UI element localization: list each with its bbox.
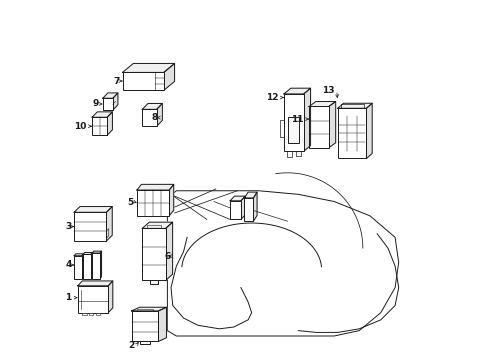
Bar [244,198,253,221]
Bar [149,280,158,284]
Bar [288,117,299,143]
Text: 12: 12 [265,93,278,102]
Bar [337,108,366,158]
Bar [142,228,165,280]
Polygon shape [158,307,166,341]
Polygon shape [74,207,112,212]
Polygon shape [303,88,310,151]
Polygon shape [163,63,174,90]
Bar [131,311,158,341]
Bar [89,313,93,315]
Bar [78,286,108,313]
Polygon shape [78,281,113,286]
Polygon shape [100,251,102,279]
Polygon shape [366,103,371,158]
Bar [230,201,241,220]
Bar [284,94,303,151]
Bar [74,212,106,241]
Polygon shape [81,254,83,279]
Bar [74,256,81,279]
Bar [96,313,100,315]
Polygon shape [241,196,244,220]
Text: 8: 8 [151,113,158,122]
Polygon shape [137,184,173,190]
Bar [142,109,156,126]
Text: 4: 4 [65,261,72,270]
Polygon shape [244,192,257,198]
Polygon shape [108,281,113,313]
Text: 7: 7 [113,77,120,86]
Text: 9: 9 [93,99,99,108]
Polygon shape [156,103,162,126]
Bar [102,98,113,110]
Polygon shape [328,102,335,148]
Polygon shape [169,184,173,216]
Polygon shape [113,93,118,110]
Polygon shape [106,207,112,241]
Bar [92,117,107,135]
Text: 1: 1 [65,293,72,302]
Polygon shape [308,102,335,107]
Bar [83,255,91,279]
Polygon shape [253,192,257,221]
Text: 5: 5 [127,198,133,207]
Polygon shape [131,307,166,311]
Text: 13: 13 [322,86,334,95]
Text: 6: 6 [164,252,170,261]
Bar [140,341,149,343]
Polygon shape [165,222,172,280]
Text: 2: 2 [127,341,134,350]
Polygon shape [92,112,112,117]
Bar [137,190,169,216]
Polygon shape [142,222,172,228]
Bar [82,313,86,315]
Polygon shape [230,196,244,201]
Polygon shape [337,103,371,108]
Bar [122,72,163,90]
Text: 3: 3 [65,222,72,231]
Bar [92,253,100,279]
Polygon shape [102,93,118,98]
Polygon shape [91,252,92,279]
Polygon shape [107,112,112,135]
Bar [308,107,328,148]
Polygon shape [74,254,83,256]
Polygon shape [284,88,310,94]
Text: 10: 10 [74,122,86,131]
Polygon shape [142,103,162,109]
Polygon shape [83,252,92,255]
Polygon shape [92,251,102,253]
Polygon shape [122,63,174,72]
Text: 11: 11 [290,114,303,123]
